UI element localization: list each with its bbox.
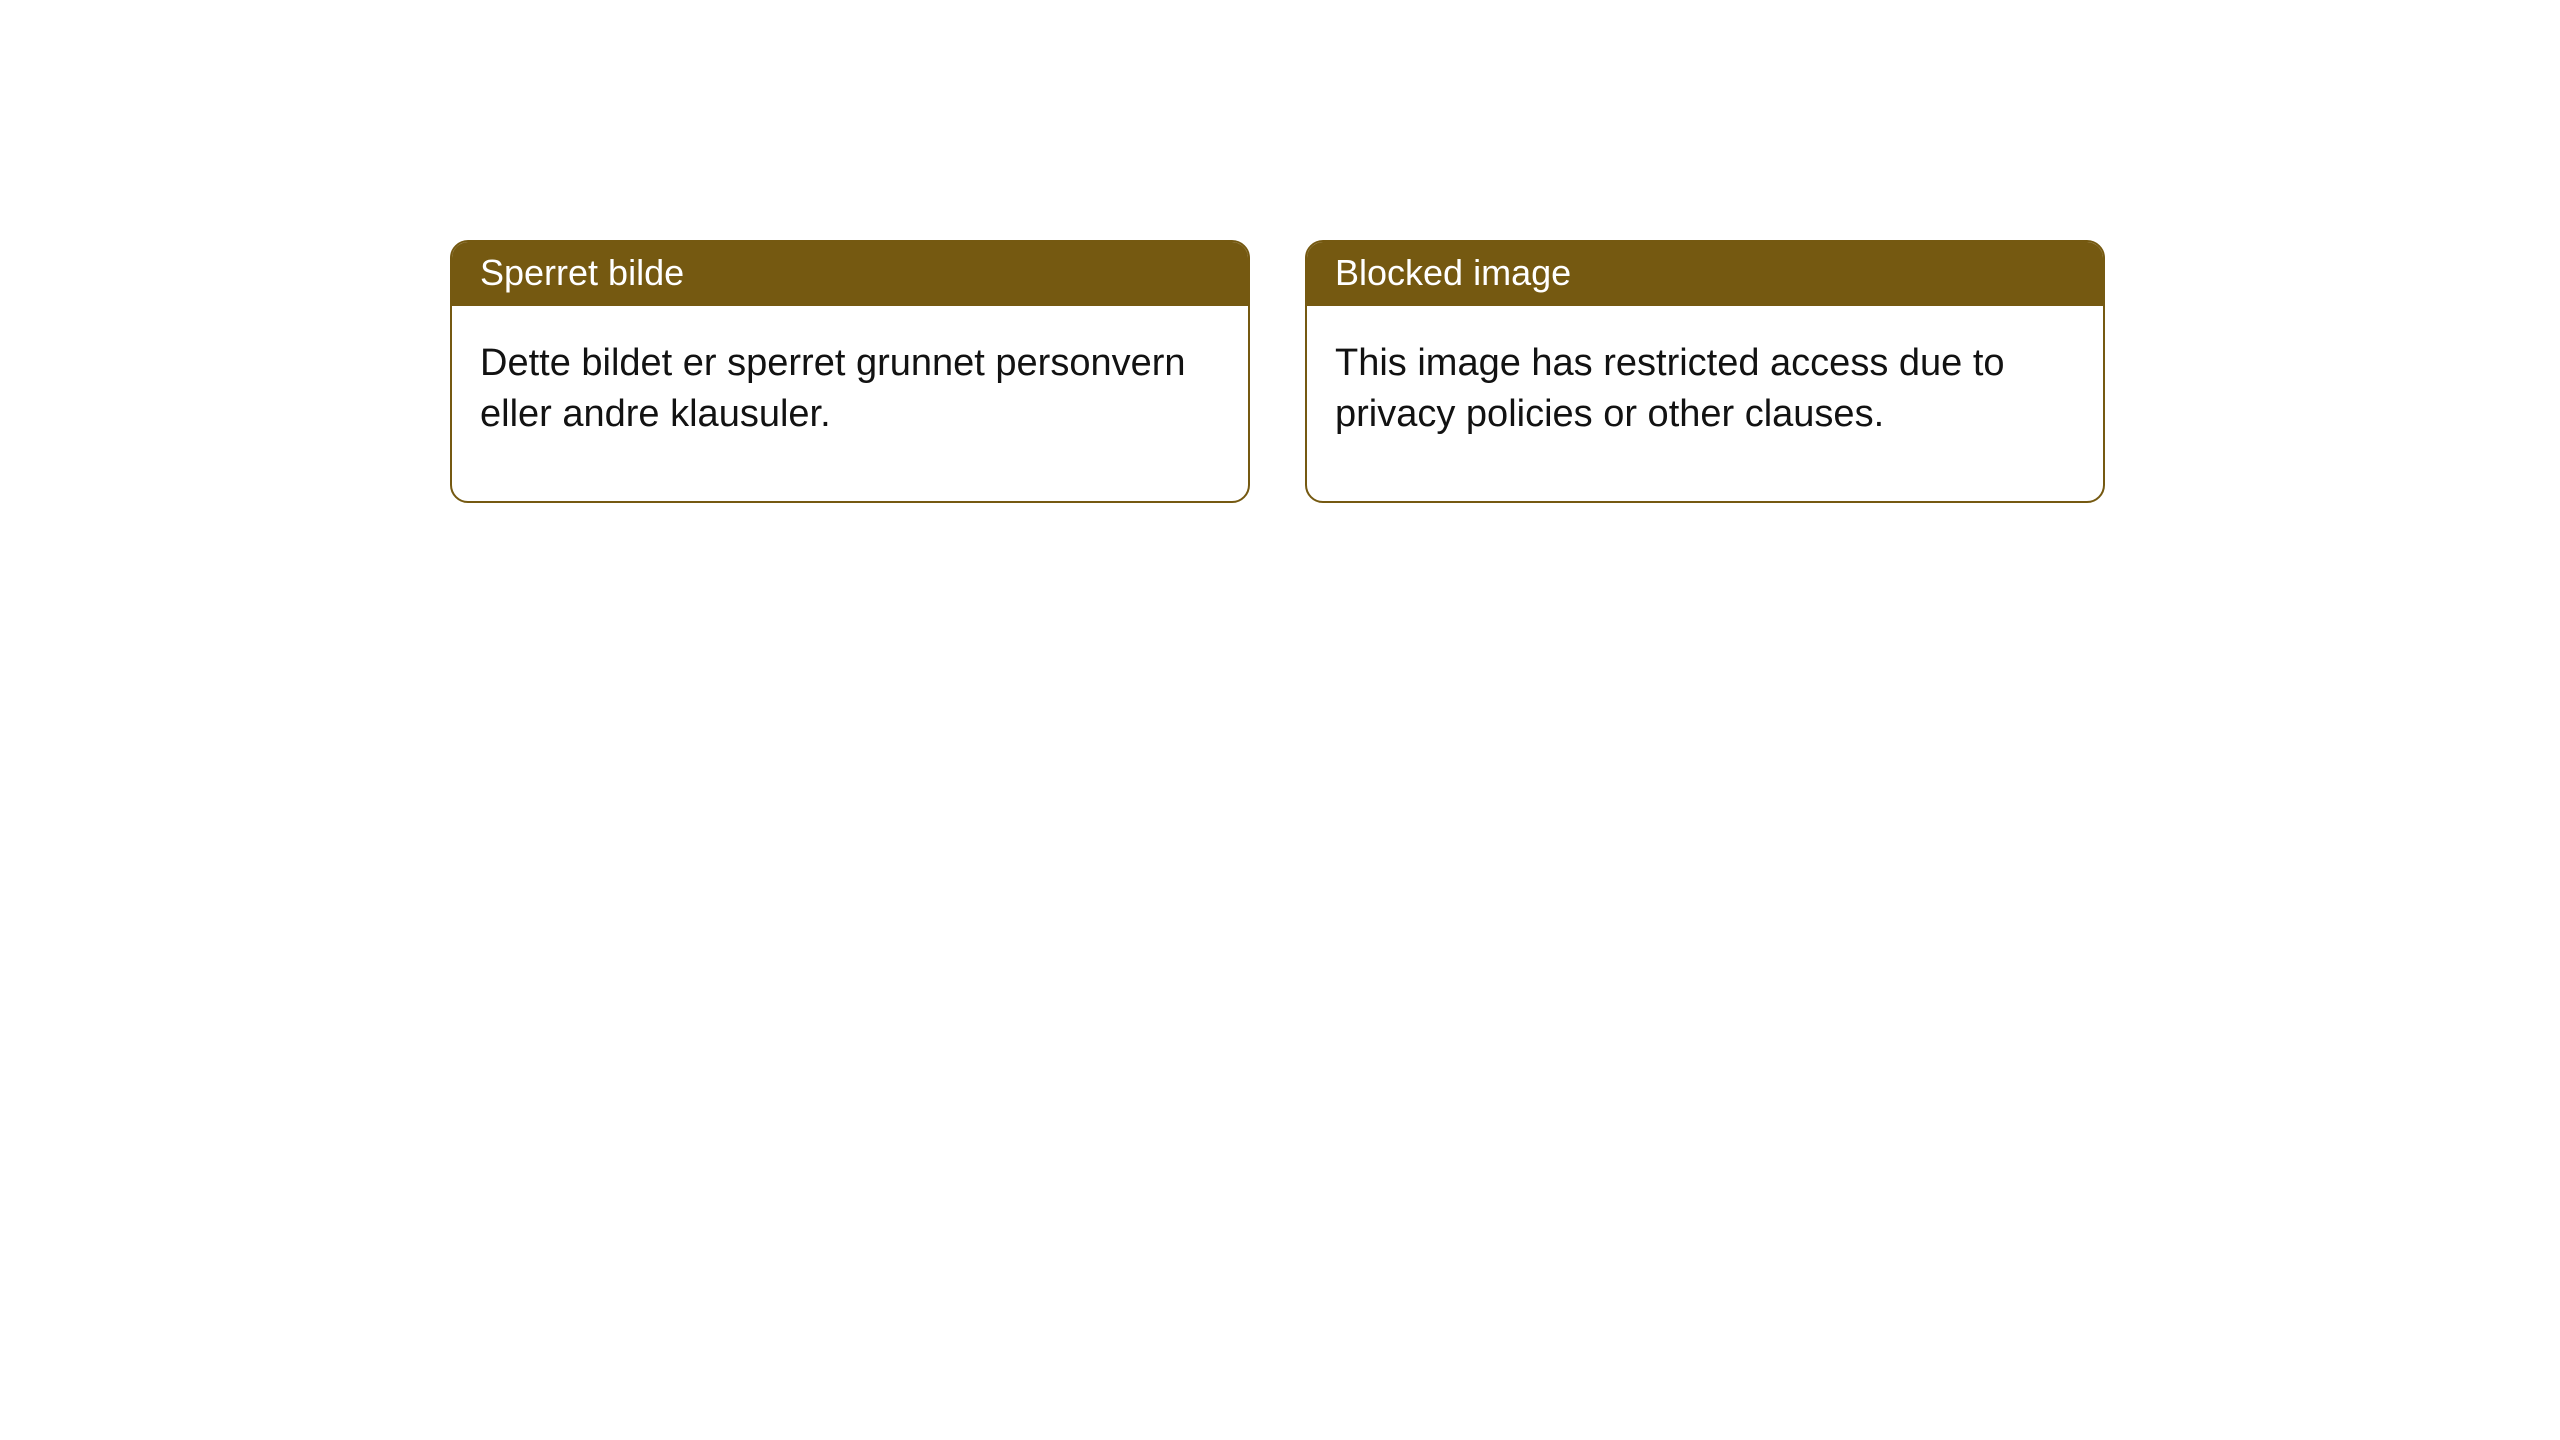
notices-container: Sperret bilde Dette bildet er sperret gr… [0, 0, 2560, 503]
notice-body: This image has restricted access due to … [1307, 306, 2103, 501]
notice-body: Dette bildet er sperret grunnet personve… [452, 306, 1248, 501]
notice-card-english: Blocked image This image has restricted … [1305, 240, 2105, 503]
notice-title: Blocked image [1307, 242, 2103, 306]
notice-title: Sperret bilde [452, 242, 1248, 306]
notice-card-norwegian: Sperret bilde Dette bildet er sperret gr… [450, 240, 1250, 503]
